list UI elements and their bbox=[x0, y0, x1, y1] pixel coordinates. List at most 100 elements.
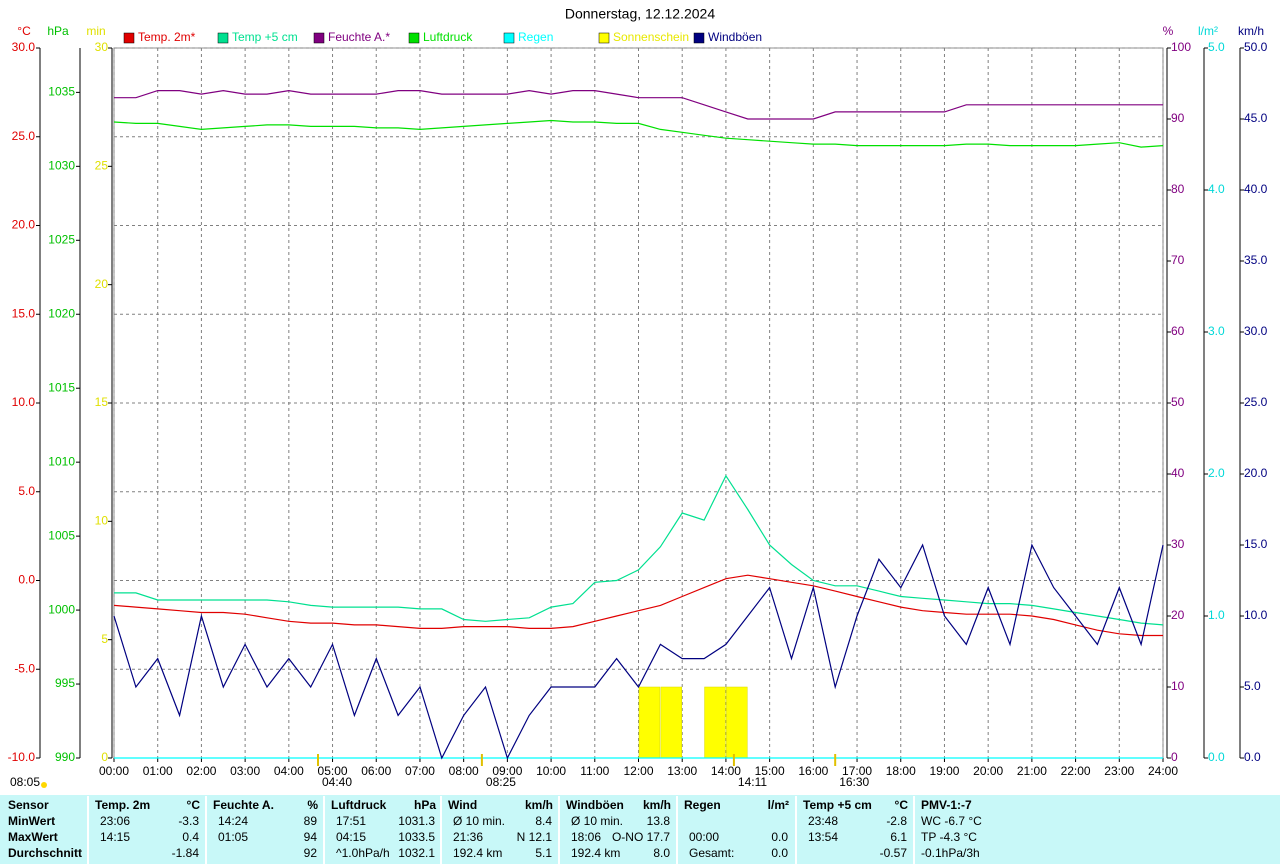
y-tick-label: 40 bbox=[1171, 466, 1185, 480]
table-cell: -3.3 bbox=[178, 814, 199, 828]
table-cell: O-NO 17.7 bbox=[612, 830, 670, 844]
y-tick-label: 100 bbox=[1171, 40, 1191, 54]
legend-swatch bbox=[503, 32, 515, 44]
table-cell: 18:06 bbox=[571, 830, 601, 844]
table-cell: N 12.1 bbox=[517, 830, 553, 844]
table-cell: 5.1 bbox=[535, 846, 552, 860]
table-cell: 21:36 bbox=[453, 830, 483, 844]
x-tick-label: 07:00 bbox=[405, 764, 435, 778]
annotation-label: 16:30 bbox=[839, 775, 869, 789]
legend-label: Temp +5 cm bbox=[232, 30, 298, 44]
y-tick-label: 30.0 bbox=[12, 40, 36, 54]
y-tick-label: 30 bbox=[1171, 537, 1185, 551]
y-tick-label: 10 bbox=[1171, 679, 1185, 693]
legend-label: Luftdruck bbox=[423, 30, 473, 44]
y-tick-label: 1030 bbox=[48, 159, 75, 173]
y-tick-label: 25 bbox=[95, 159, 109, 173]
table-cell: 23:06 bbox=[100, 814, 130, 828]
legend-label: Sonnenschein bbox=[613, 30, 689, 44]
sun-icon bbox=[41, 782, 47, 788]
x-tick-label: 13:00 bbox=[667, 764, 697, 778]
group-unit: % bbox=[307, 798, 318, 812]
legend-swatch bbox=[408, 32, 420, 44]
legend-swatch bbox=[313, 32, 325, 44]
row-label: Sensor bbox=[8, 798, 49, 812]
y-tick-label: 4.0 bbox=[1208, 182, 1225, 196]
table-cell: 14:24 bbox=[218, 814, 248, 828]
group-unit: km/h bbox=[643, 798, 671, 812]
x-tick-label: 05:00 bbox=[318, 764, 348, 778]
y-tick-label: 1020 bbox=[48, 306, 75, 320]
x-tick-label: 09:00 bbox=[492, 764, 522, 778]
group-header: Temp +5 cm bbox=[803, 798, 872, 812]
legend-swatch bbox=[693, 32, 705, 44]
table-cell: -1.84 bbox=[172, 846, 200, 860]
group-header: Wind bbox=[448, 798, 477, 812]
y-tick-label: 0.0 bbox=[1208, 750, 1225, 764]
table-cell: 13.8 bbox=[647, 814, 671, 828]
series-line bbox=[113, 119, 1164, 148]
sunshine-bar bbox=[638, 686, 661, 759]
group-header: Regen bbox=[684, 798, 721, 812]
table-cell: 17:51 bbox=[336, 814, 366, 828]
table-cell: -0.1hPa/3h bbox=[921, 846, 980, 860]
y-tick-label: 50 bbox=[1171, 395, 1185, 409]
legend-label: Feuchte A.* bbox=[328, 30, 390, 44]
table-cell: 8.0 bbox=[653, 846, 670, 860]
y-tick-label: 25.0 bbox=[1244, 395, 1268, 409]
y-tick-label: 995 bbox=[55, 676, 75, 690]
y-tick-label: 1010 bbox=[48, 454, 75, 468]
x-tick-label: 22:00 bbox=[1061, 764, 1091, 778]
table-cell: 23:48 bbox=[808, 814, 838, 828]
y-tick-label: 10 bbox=[95, 514, 109, 528]
y-tick-label: 25.0 bbox=[12, 129, 36, 143]
y-tick-label: 30 bbox=[95, 40, 109, 54]
axis-unit: l/m² bbox=[1198, 24, 1218, 38]
x-tick-label: 24:00 bbox=[1148, 764, 1178, 778]
y-tick-label: 20.0 bbox=[1244, 466, 1268, 480]
corner-note: 08:05 bbox=[10, 775, 40, 789]
x-tick-label: 04:00 bbox=[274, 764, 304, 778]
y-tick-label: 20.0 bbox=[12, 218, 36, 232]
table-cell: 0.0 bbox=[771, 830, 788, 844]
legend-label: Temp. 2m* bbox=[138, 30, 196, 44]
x-tick-label: 02:00 bbox=[186, 764, 216, 778]
group-unit: l/m² bbox=[768, 798, 789, 812]
y-tick-label: 20 bbox=[95, 277, 109, 291]
x-tick-label: 16:00 bbox=[798, 764, 828, 778]
table-cell: 1033.5 bbox=[398, 830, 435, 844]
group-unit: °C bbox=[187, 798, 201, 812]
axis-unit: hPa bbox=[47, 24, 69, 38]
table-cell: 1032.1 bbox=[398, 846, 435, 860]
table-cell: 94 bbox=[304, 830, 318, 844]
y-tick-label: 0.0 bbox=[18, 573, 35, 587]
table-cell: 00:00 bbox=[689, 830, 719, 844]
table-cell: 04:15 bbox=[336, 830, 366, 844]
group-header: Windböen bbox=[566, 798, 624, 812]
x-tick-label: 19:00 bbox=[929, 764, 959, 778]
table-cell: WC -6.7 °C bbox=[921, 814, 982, 828]
annotation-label: 08:25 bbox=[486, 775, 516, 789]
y-tick-label: 10.0 bbox=[12, 395, 36, 409]
x-tick-label: 14:00 bbox=[711, 764, 741, 778]
y-tick-label: 5.0 bbox=[1208, 40, 1225, 54]
group-header: Luftdruck bbox=[331, 798, 387, 812]
x-tick-label: 21:00 bbox=[1017, 764, 1047, 778]
y-tick-label: 15.0 bbox=[1244, 537, 1268, 551]
table-cell: 0.0 bbox=[771, 846, 788, 860]
row-label: MaxWert bbox=[8, 830, 58, 844]
x-tick-label: 23:00 bbox=[1104, 764, 1134, 778]
table-cell: -0.57 bbox=[880, 846, 908, 860]
x-tick-label: 17:00 bbox=[842, 764, 872, 778]
y-tick-label: 15.0 bbox=[12, 306, 36, 320]
x-tick-label: 08:00 bbox=[449, 764, 479, 778]
y-tick-label: 40.0 bbox=[1244, 182, 1268, 196]
y-tick-label: 0.0 bbox=[1244, 750, 1261, 764]
y-tick-label: 0 bbox=[1171, 750, 1178, 764]
axis-unit: % bbox=[1163, 24, 1174, 38]
series-line bbox=[114, 89, 1163, 120]
y-tick-label: 3.0 bbox=[1208, 324, 1225, 338]
legend-swatch bbox=[598, 32, 610, 44]
